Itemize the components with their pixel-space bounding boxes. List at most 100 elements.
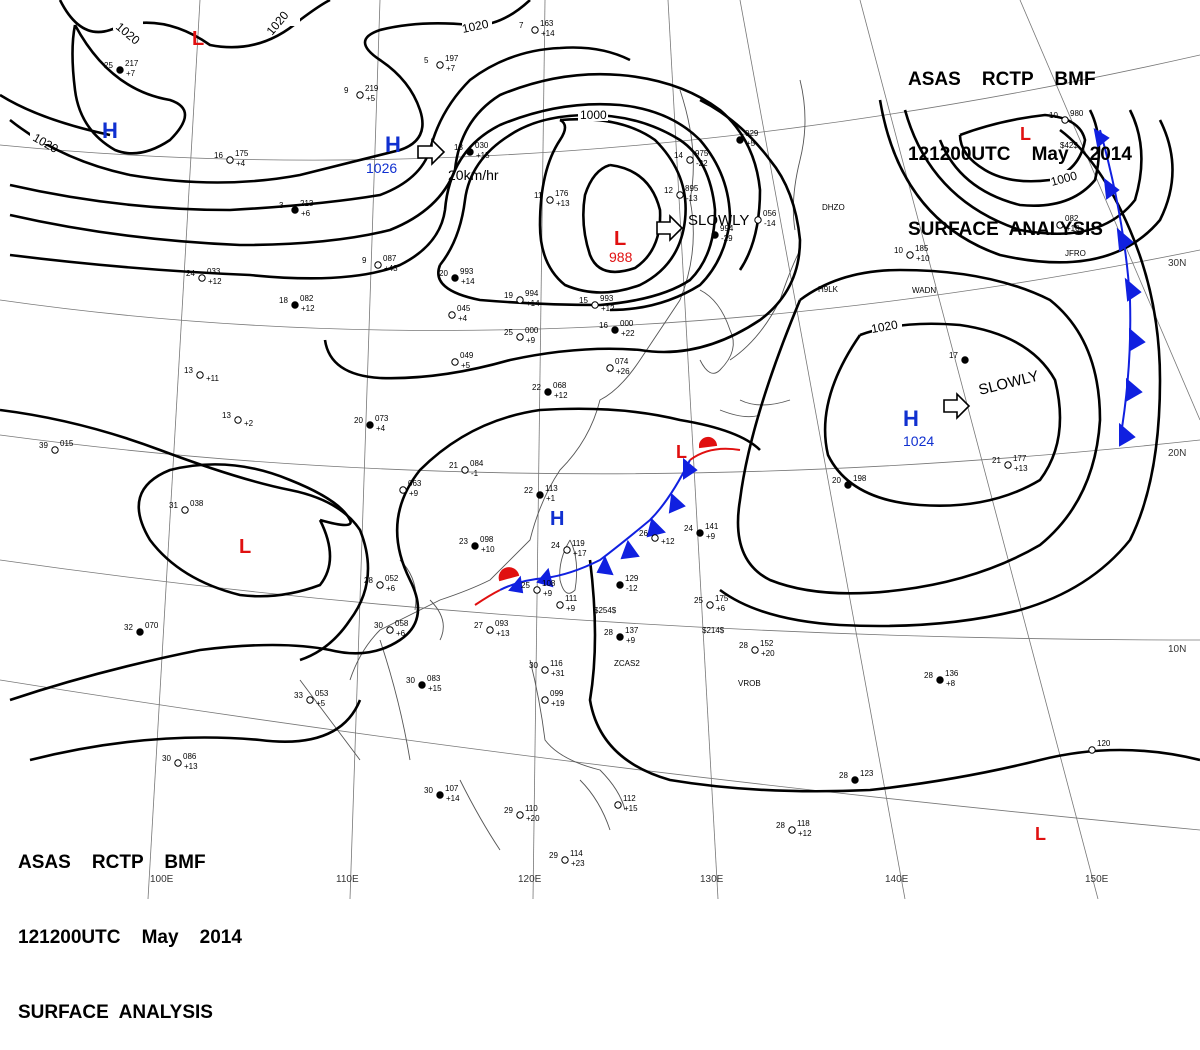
station-temperature: 30 bbox=[374, 621, 383, 630]
station-tendency: +9 bbox=[526, 336, 536, 345]
station-plot: 29 114+23 bbox=[549, 849, 585, 868]
isobar-ne-4 bbox=[878, 99, 1174, 264]
station-circle-icon bbox=[136, 628, 144, 636]
low-south-marker: L bbox=[1035, 824, 1046, 844]
station-tendency: +9 bbox=[409, 489, 419, 498]
station-id-label: H9LK bbox=[818, 285, 839, 294]
borneo-indochina bbox=[299, 639, 501, 851]
station-tendency: +6 bbox=[386, 584, 396, 593]
station-tendency: +10 bbox=[916, 254, 930, 263]
isobar-south-loop bbox=[323, 98, 802, 380]
station-tendency: -1 bbox=[471, 469, 479, 478]
station-circle-icon bbox=[563, 546, 571, 554]
station-pressure: 994 bbox=[525, 289, 539, 298]
station-pressure: 063 bbox=[408, 479, 422, 488]
station-pressure: 219 bbox=[365, 84, 379, 93]
station-circle-icon bbox=[736, 136, 744, 144]
station-pressure: 068 bbox=[553, 381, 567, 390]
station-circle-icon bbox=[451, 358, 459, 366]
isobar-1020-central bbox=[137, 463, 352, 598]
station-plot: 129-12 bbox=[616, 574, 639, 593]
station-temperature: 21 bbox=[992, 456, 1001, 465]
station-plot: 11 176+13 bbox=[534, 189, 570, 208]
station-plot: 30 116+31 bbox=[529, 659, 565, 678]
station-pressure: 141 bbox=[705, 522, 719, 531]
station-plot: 112+15 bbox=[614, 794, 638, 813]
low-988-motion: SLOWLY bbox=[688, 212, 749, 229]
isobar-low-core bbox=[582, 163, 662, 274]
station-circle-icon bbox=[706, 601, 714, 609]
station-temperature: 28 bbox=[739, 641, 748, 650]
station-temperature: 26 bbox=[639, 529, 648, 538]
station-id-label: $254$ bbox=[594, 606, 617, 615]
station-temperature: 29 bbox=[549, 851, 558, 860]
station-tendency: +9 bbox=[706, 532, 716, 541]
station-circle-icon bbox=[436, 61, 444, 69]
isobar-1010-east bbox=[588, 559, 1200, 793]
longitude-line-160e bbox=[1019, 0, 1200, 421]
station-plot: 24 119+17 bbox=[551, 539, 587, 558]
station-plot: 082+10 bbox=[1056, 214, 1080, 233]
front-triangle bbox=[646, 518, 666, 538]
station-temperature: 18 bbox=[279, 296, 288, 305]
station-pressure: 118 bbox=[797, 819, 810, 828]
station-plot: 16 175+4 bbox=[214, 149, 249, 168]
station-pressure: 980 bbox=[1070, 109, 1084, 118]
station-circle-icon bbox=[614, 801, 622, 809]
station-plot: 7 163+14 bbox=[519, 19, 555, 38]
isobar-label: 1000 bbox=[580, 108, 607, 122]
station-id-label: WADN bbox=[912, 286, 936, 295]
station-circle-icon bbox=[616, 581, 624, 589]
station-plot: 10 980 bbox=[1049, 109, 1084, 124]
station-temperature: 16 bbox=[599, 321, 608, 330]
station-plot: 120 bbox=[1088, 739, 1111, 754]
station-tendency: -12 bbox=[626, 584, 638, 593]
cold-front-south bbox=[499, 457, 698, 594]
station-temperature: 24 bbox=[186, 269, 195, 278]
station-plot: 30 058+6 bbox=[374, 619, 409, 638]
station-circle-icon bbox=[676, 191, 684, 199]
station-id-label: $214$ bbox=[702, 626, 725, 635]
station-pressure: 152 bbox=[760, 639, 774, 648]
isobar-1020-nw-loop bbox=[71, 24, 187, 155]
station-circle-icon bbox=[851, 776, 859, 784]
header-bottom-left: ASAS RCTP BMF 121200UTC May 2014 SURFACE… bbox=[18, 800, 242, 1050]
header-product-line: ASAS RCTP BMF bbox=[908, 69, 1096, 90]
station-tendency: +5 bbox=[746, 139, 756, 148]
pressure-systems: H 1026 20km/hr L 988 SLOWLY H 1024 SLOWL… bbox=[102, 28, 1046, 844]
front-triangle bbox=[596, 555, 614, 576]
low-india-marker: L bbox=[239, 536, 251, 558]
station-tendency: +12 bbox=[301, 304, 315, 313]
station-tendency: +2 bbox=[244, 419, 254, 428]
longitude-line-140e bbox=[739, 0, 906, 899]
station-tendency: +22 bbox=[621, 329, 635, 338]
header-title-line: SURFACE ANALYSIS bbox=[18, 1002, 213, 1023]
station-circle-icon bbox=[516, 296, 524, 304]
station-id-label: VROB bbox=[738, 679, 761, 688]
station-pressure: 084 bbox=[470, 459, 484, 468]
station-plot: 15 993+12 bbox=[579, 294, 615, 313]
station-plot: 25 217+7 bbox=[104, 59, 139, 78]
longitude-line-130e bbox=[667, 0, 719, 899]
station-plot: 13 030+15 bbox=[454, 141, 490, 160]
station-tendency: +4 bbox=[376, 424, 386, 433]
station-pressure: 015 bbox=[60, 439, 74, 448]
header-product-line: ASAS RCTP BMF bbox=[18, 852, 206, 873]
station-pressure: 136 bbox=[945, 669, 959, 678]
lon-label: 130E bbox=[700, 874, 724, 885]
station-circle-icon bbox=[556, 601, 564, 609]
station-circle-icon bbox=[936, 676, 944, 684]
station-tendency: +43 bbox=[384, 264, 398, 273]
station-plot: 13 +2 bbox=[222, 411, 254, 428]
sakhalin bbox=[792, 79, 806, 231]
station-circle-icon bbox=[196, 371, 204, 379]
station-tendency: +31 bbox=[551, 669, 565, 678]
station-pressure: 177 bbox=[1013, 454, 1027, 463]
station-pressure: 029 bbox=[745, 129, 759, 138]
station-temperature: 13 bbox=[454, 143, 463, 152]
station-pressure: 113 bbox=[545, 484, 558, 493]
low-988-value: 988 bbox=[609, 249, 633, 265]
station-plot: 074+26 bbox=[606, 357, 630, 376]
station-temperature: 28 bbox=[364, 576, 373, 585]
station-circle-icon bbox=[234, 416, 242, 424]
